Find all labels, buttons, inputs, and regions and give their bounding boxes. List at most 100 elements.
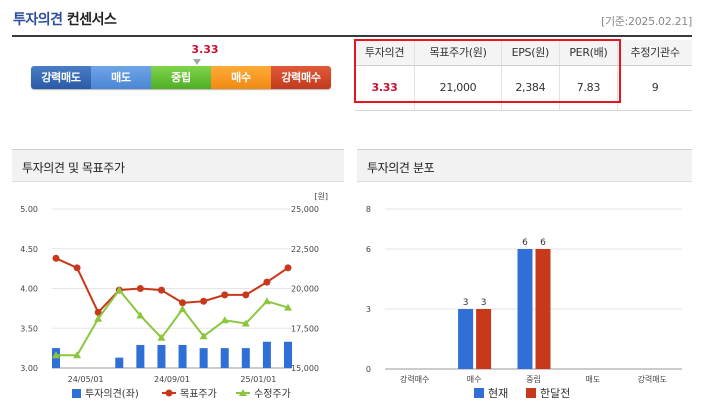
target-price-point (157, 286, 165, 294)
target-price-point (94, 308, 102, 316)
title-sub: 컨센서스 (66, 12, 117, 28)
legend-current-label: 현재 (488, 387, 508, 400)
y-right-unit: [원] (314, 192, 328, 201)
consensus-score: 3.33 (191, 43, 219, 56)
header-divider (12, 35, 692, 37)
adjusted-price-point (115, 286, 124, 294)
panel-title: 투자의견 및 목표주가 (12, 150, 344, 182)
y-tick-label: 8 (366, 205, 371, 214)
scale-strong-buy: 강력매수 (271, 66, 331, 89)
adjusted-price-point (241, 319, 250, 327)
opinion-bar (220, 348, 229, 368)
x-tick-label: 강력매도 (638, 374, 667, 384)
consensus-scale: 강력매도 매도 중립 매수 강력매수 (31, 66, 331, 89)
distribution-bar (458, 309, 474, 369)
header-target-price: 목표주가(원) (414, 40, 502, 66)
adjusted-price-point (220, 316, 229, 324)
x-tick-label: 중립 (526, 375, 541, 384)
x-tick-label: 강력매수 (400, 374, 429, 384)
adjusted-price-point (178, 305, 187, 313)
value-institutions: 9 (617, 65, 692, 111)
x-tick-label: 매도 (586, 375, 601, 384)
bar-value-label: 3 (463, 298, 469, 308)
legend-target-label: 목표주가 (180, 388, 217, 400)
table-header-row: 투자의견 목표주가(원) EPS(원) PER(배) 추정기관수 (355, 40, 692, 66)
opinion-bar (241, 348, 250, 368)
x-tick-label: 24/05/01 (68, 375, 104, 384)
target-price-point (242, 291, 250, 299)
opinion-target-panel: 투자의견 및 목표주가 5.00 4.50 4.00 3.50 3.00 25,000 22… (12, 149, 344, 413)
page-title: 투자의견 컨센서스 (13, 9, 117, 29)
y-right-tick-label: 22,500 (291, 245, 319, 254)
target-price-point (136, 285, 144, 292)
adjusted-price-point (136, 311, 145, 319)
opinion-target-chart: 5.00 4.50 4.00 3.50 3.00 25,000 22,500 20,000 17… (20, 192, 328, 400)
scale-buy: 매수 (211, 66, 271, 89)
y-left-tick-label: 3.00 (20, 364, 38, 373)
header-opinion: 투자의견 (355, 40, 415, 66)
opinion-bar (284, 341, 292, 368)
header-institutions: 추정기관수 (617, 40, 692, 66)
opinion-bar (199, 348, 208, 368)
target-price-point (263, 278, 271, 286)
y-left-tick-label: 4.00 (20, 285, 38, 294)
scale-strong-sell: 강력매도 (31, 66, 91, 89)
highlight-box (354, 39, 621, 103)
target-price-point (73, 264, 81, 272)
adjusted-price-point (157, 333, 166, 341)
legend-month-ago-swatch (526, 388, 536, 398)
opinion-bar (178, 344, 187, 368)
opinion-bar (115, 357, 124, 368)
legend-price-marker (239, 389, 247, 396)
x-tick-label: 매수 (467, 375, 482, 384)
target-price-point (179, 299, 187, 307)
legend-current-swatch (474, 388, 484, 398)
target-price-point (221, 291, 229, 299)
y-right-tick-label: 25,000 (291, 205, 319, 214)
legend-opinion-label: 투자의견(좌) (85, 388, 139, 400)
opinion-bar (136, 344, 145, 368)
adjusted-price-point (94, 314, 103, 322)
target-price-point (52, 254, 60, 262)
consensus-summary-table: 투자의견 목표주가(원) EPS(원) PER(배) 추정기관수 3.33 21… (355, 40, 692, 111)
adjusted-price-point (284, 303, 292, 311)
y-left-tick-label: 3.50 (20, 324, 38, 333)
header-eps: EPS(원) (501, 40, 560, 66)
title-main: 투자의견 (13, 12, 63, 28)
distribution-bar (476, 309, 492, 369)
adjusted-price-point (52, 351, 60, 359)
distribution-bar (517, 249, 533, 369)
y-right-tick-label: 17,500 (291, 324, 319, 333)
target-price-line (55, 257, 289, 315)
opinion-bar (262, 341, 271, 368)
header-per: PER(배) (558, 40, 618, 66)
consensus-marker-icon (193, 59, 201, 65)
opinion-bar (157, 344, 166, 368)
bar-value-label: 6 (522, 238, 528, 248)
legend-target-marker (165, 389, 173, 397)
adjusted-price-point (262, 297, 271, 305)
adjusted-price-line (56, 288, 289, 357)
y-tick-label: 6 (366, 245, 371, 254)
legend-price-label: 수정주가 (254, 388, 291, 400)
y-right-tick-label: 20,000 (291, 285, 319, 294)
distribution-bar (535, 249, 551, 369)
target-price-point (284, 264, 292, 272)
bar-value-label: 6 (540, 238, 546, 248)
target-price-point (200, 297, 208, 305)
y-left-tick-label: 5.00 (20, 205, 38, 214)
opinion-distribution-panel: 투자의견 분포 8 6 3 0 강력매수 매수 3 3 중립 6 6 매도 강력매도 현재 한달전 (357, 149, 692, 413)
panel-title: 투자의견 분포 (357, 150, 692, 182)
x-tick-label: 24/09/01 (154, 375, 190, 384)
base-date: [기준:2025.02.21] (600, 15, 692, 28)
adjusted-price-point (199, 332, 208, 340)
scale-sell: 매도 (91, 66, 151, 89)
y-tick-label: 3 (366, 305, 371, 314)
y-left-tick-label: 4.50 (20, 245, 38, 254)
y-right-tick-label: 15,000 (291, 364, 319, 373)
y-tick-label: 0 (366, 365, 371, 374)
legend-opinion-swatch (72, 389, 81, 398)
bar-value-label: 3 (481, 298, 487, 308)
scale-neutral: 중립 (151, 66, 211, 89)
